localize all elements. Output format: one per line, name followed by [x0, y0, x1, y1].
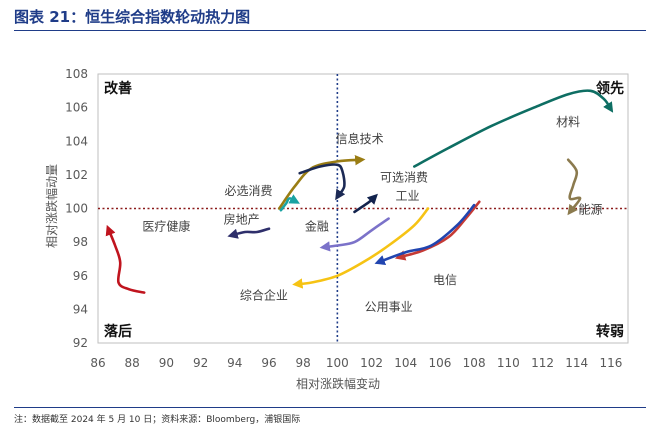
quadrant-label-top-right: 领先: [596, 80, 624, 97]
series-line-医疗健康: [105, 224, 146, 294]
series-line-房地产: [227, 227, 271, 239]
series-line-金融: [319, 217, 390, 252]
y-tick-label: 104: [65, 134, 88, 148]
series-layer: [105, 89, 614, 294]
series-label: 电信: [433, 273, 457, 287]
y-tick-label: 106: [65, 101, 88, 115]
title-rule: [14, 30, 646, 31]
rotation-chart: 86 88 90 92 94 96 98 100 102 104 106 108 110 112 114 11…: [44, 67, 629, 391]
x-tick-label: 94: [227, 356, 242, 370]
footnote: 注：数据截至 2024 年 5 月 10 日；资料来源：Bloomberg，浦银…: [14, 415, 301, 425]
series-label: 能源: [578, 203, 602, 217]
series-label: 可选消费: [380, 171, 428, 185]
series-label: 材料: [556, 115, 580, 129]
y-tick-label: 98: [73, 235, 88, 249]
x-tick-label: 96: [261, 356, 276, 370]
y-axis-label: 相对涨跌幅动量: [44, 164, 59, 248]
reference-lines: [98, 74, 628, 343]
x-tick-label: 100: [326, 356, 349, 370]
x-tick-label: 90: [159, 356, 174, 370]
x-tick-label: 106: [428, 356, 451, 370]
x-tick-label: 92: [193, 356, 208, 370]
quadrant-label-bottom-left: 落后: [104, 323, 132, 340]
y-tick-label: 100: [65, 202, 88, 216]
series-line-材料: [413, 89, 614, 168]
series-label: 医疗健康: [142, 218, 190, 233]
x-tick-label: 116: [599, 356, 622, 370]
quadrant-label-bottom-right: 转弱: [596, 323, 624, 340]
x-tick-label: 88: [125, 356, 140, 370]
y-tick-label: 108: [65, 67, 88, 81]
series-line-能源: [566, 158, 582, 216]
x-tick-label: 112: [531, 356, 554, 370]
series-line-必选消费: [279, 194, 300, 212]
x-tick-label: 104: [394, 356, 417, 370]
series-line-电信: [394, 200, 481, 261]
x-tick-label: 110: [497, 356, 520, 370]
series-line-综合企业: [292, 207, 430, 289]
y-tick-label: 96: [73, 269, 88, 283]
x-tick-label: 86: [90, 356, 105, 370]
y-tick-label: 92: [73, 336, 88, 350]
series-line-公用事业: [374, 203, 476, 265]
series-label: 金融: [305, 218, 329, 233]
x-tick-label: 108: [463, 356, 486, 370]
series-label: 房地产: [224, 212, 260, 227]
x-tick-label: 102: [360, 356, 383, 370]
series-label: 综合企业: [240, 287, 288, 302]
x-tick-label: 98: [296, 356, 311, 370]
series-label: 工业: [395, 189, 419, 203]
series-label: 公用事业: [365, 300, 413, 314]
chart-title: 图表 21：恒生综合指数轮动热力图: [14, 8, 251, 26]
series-line-工业: [353, 193, 378, 214]
series-label: 必选消费: [224, 184, 272, 198]
series-line-可选消费: [298, 163, 346, 201]
x-axis-label: 相对涨跌幅变动: [296, 376, 380, 391]
axis-ticks: 86 88 90 92 94 96 98 100 102 104 106 108 110 112 114 11…: [65, 67, 622, 370]
y-tick-label: 102: [65, 168, 88, 182]
x-tick-label: 114: [565, 356, 588, 370]
series-label: 信息技术: [336, 131, 384, 146]
footnote-rule: [14, 407, 646, 408]
quadrant-label-top-left: 改善: [104, 80, 132, 97]
y-tick-label: 94: [73, 302, 88, 316]
